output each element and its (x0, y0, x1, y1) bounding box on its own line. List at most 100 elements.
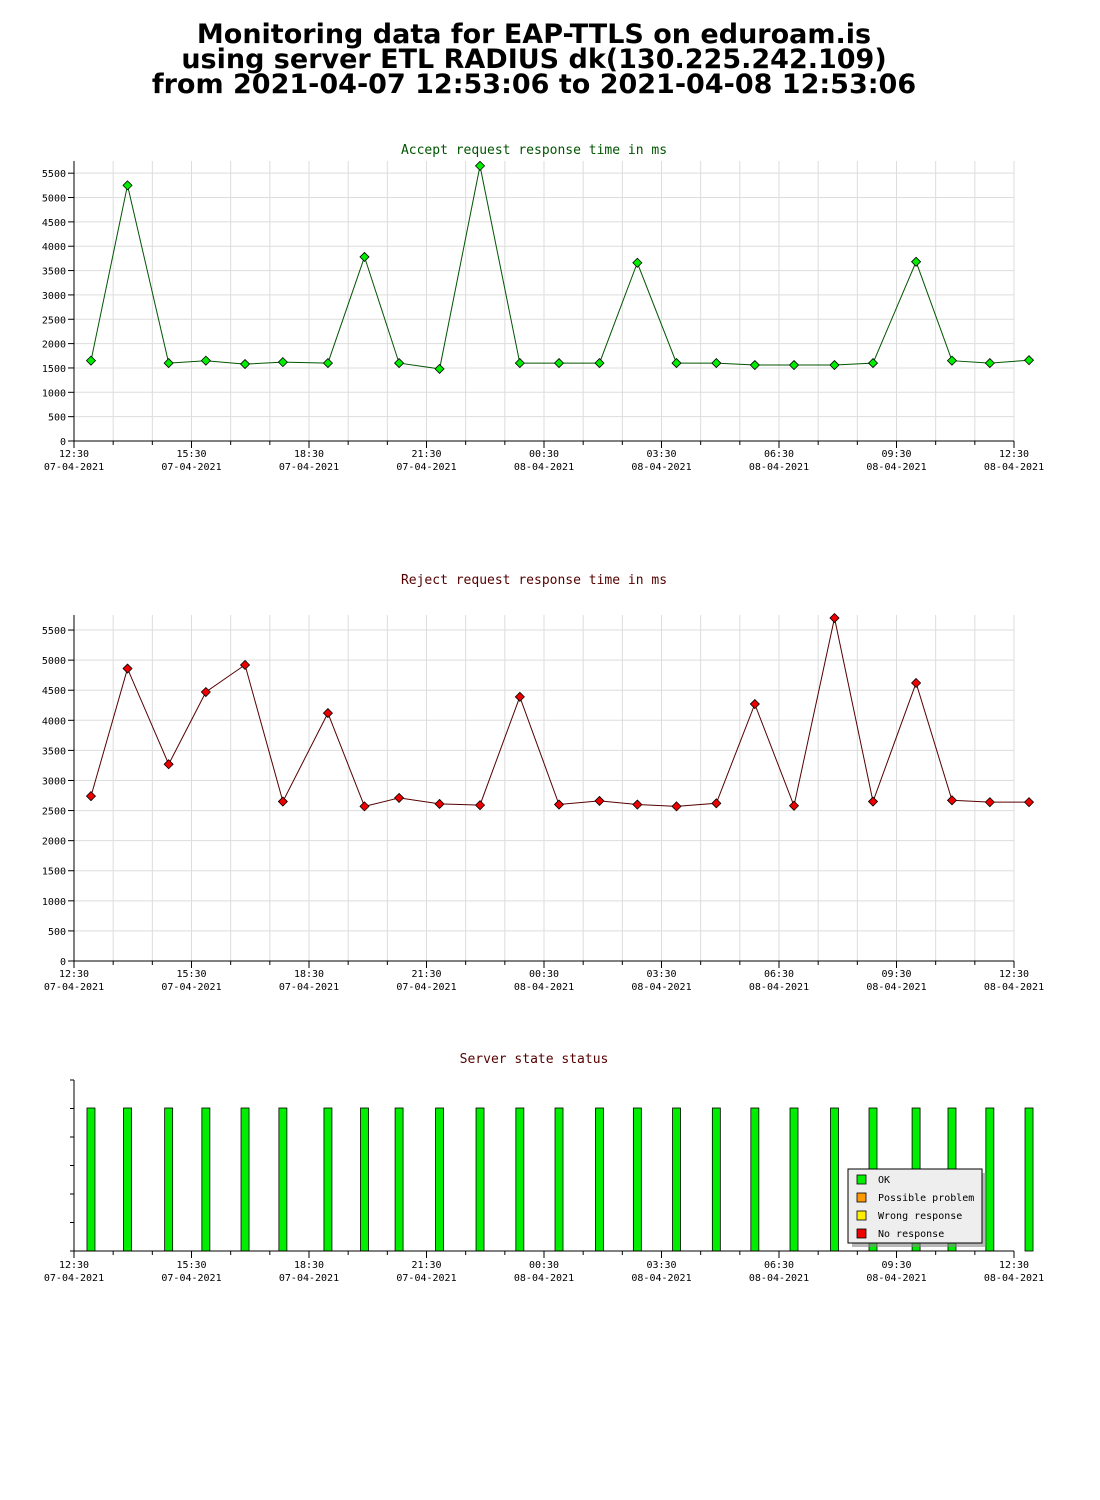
reject-data-point (122, 663, 133, 674)
x-tick-label-date: 08-04-2021 (749, 982, 809, 993)
y-tick-label: 5000 (42, 194, 66, 205)
y-tick-label: 1000 (42, 388, 66, 399)
accept-data-point (553, 358, 565, 369)
accept-chart-title: Accept request response time in ms (401, 143, 667, 158)
title-line-2: using server ETL RADIUS dk(130.225.242.1… (181, 44, 887, 75)
accept-data-point (122, 180, 133, 191)
accept-data-point (200, 355, 211, 366)
x-tick-label-date: 08-04-2021 (984, 1273, 1044, 1284)
x-tick-label-time: 21:30 (411, 969, 441, 980)
status-bar (595, 1107, 604, 1252)
x-tick-label-date: 08-04-2021 (514, 982, 574, 993)
x-tick-label-time: 06:30 (764, 449, 794, 460)
y-tick-label: 3000 (42, 291, 66, 302)
legend-swatch (856, 1210, 867, 1221)
reject-data-point (359, 801, 370, 812)
x-tick-label-date: 07-04-2021 (44, 1273, 104, 1284)
accept-data-point (322, 358, 333, 369)
status-bar (240, 1107, 250, 1252)
status-bar (475, 1107, 485, 1252)
reject-data-point (749, 698, 760, 710)
x-tick-label-time: 12:30 (999, 969, 1029, 980)
accept-data-point (911, 256, 922, 267)
accept-data-point (474, 160, 486, 171)
y-tick-label: 0 (60, 437, 66, 448)
accept-data-point (711, 358, 722, 369)
x-tick-label-date: 08-04-2021 (749, 462, 809, 473)
status-bar (1024, 1107, 1034, 1252)
legend-swatch (856, 1228, 867, 1239)
status-bar (435, 1107, 444, 1252)
accept-response-chart: Accept request response time in ms 0 500 10… (42, 143, 1044, 473)
accept-data-point (867, 358, 879, 369)
status-bar (632, 1107, 642, 1252)
y-tick-label: 3500 (42, 267, 66, 278)
x-tick-label-date: 07-04-2021 (161, 1273, 221, 1284)
reject-data-point (1023, 797, 1035, 808)
y-tick-label: 4000 (42, 242, 66, 253)
status-bar (830, 1107, 839, 1252)
y-tick-label: 5500 (42, 626, 66, 637)
x-tick-label-time: 12:30 (59, 969, 89, 980)
status-bar (394, 1107, 404, 1252)
page-title: Monitoring data for EAP-TTLS on eduroam.… (0, 19, 1068, 100)
accept-data-point (163, 358, 174, 369)
x-tick-label-date: 07-04-2021 (44, 982, 104, 993)
x-tick-label-time: 09:30 (881, 1260, 911, 1271)
x-tick-label-time: 06:30 (764, 1260, 794, 1271)
legend-label: No response (878, 1229, 944, 1240)
accept-data-point (788, 359, 800, 371)
reject-data-point (867, 796, 879, 807)
title-line-3: from 2021-04-07 12:53:06 to 2021-04-08 1… (151, 69, 917, 100)
x-tick-label-date: 08-04-2021 (631, 462, 691, 473)
x-tick-label-date: 07-04-2021 (279, 982, 339, 993)
x-tick-label-date: 08-04-2021 (749, 1273, 809, 1284)
y-tick-label: 4500 (42, 218, 66, 229)
accept-data-point (434, 363, 445, 374)
accept-data-point (829, 359, 840, 371)
status-bar (711, 1107, 721, 1252)
x-tick-label-time: 18:30 (294, 449, 324, 460)
x-tick-label-time: 00:30 (529, 969, 559, 980)
y-tick-label: 3500 (42, 746, 66, 757)
x-tick-label-time: 12:30 (999, 1260, 1029, 1271)
x-tick-label-time: 18:30 (294, 969, 324, 980)
accept-data-point (594, 358, 605, 369)
accept-data-point (277, 357, 288, 368)
x-tick-label-date: 07-04-2021 (279, 462, 339, 473)
x-tick-label-time: 12:30 (999, 449, 1029, 460)
accept-data-point (632, 257, 643, 268)
status-bar (323, 1107, 333, 1252)
reject-data-point (514, 691, 525, 702)
status-bar (360, 1107, 369, 1252)
reject-data-point (946, 795, 958, 806)
x-tick-label-time: 21:30 (411, 1260, 441, 1271)
reject-chart-title: Reject request response time in ms (401, 573, 667, 588)
x-tick-label-date: 08-04-2021 (984, 982, 1044, 993)
reject-data-point (394, 792, 405, 803)
status-bar (985, 1107, 995, 1252)
legend-label: OK (878, 1175, 890, 1186)
y-tick-label: 2500 (42, 315, 66, 326)
reject-data-point (911, 677, 922, 689)
x-tick-label-date: 08-04-2021 (514, 1273, 574, 1284)
reject-response-chart: Reject request response time in ms 0 500 10… (42, 573, 1044, 993)
status-bar (515, 1107, 525, 1252)
status-chart-title: Server state status (460, 1052, 609, 1067)
y-tick-label: 4000 (42, 716, 66, 727)
legend-label: Wrong response (878, 1211, 962, 1222)
title-line-1: Monitoring data for EAP-TTLS on eduroam.… (196, 19, 872, 50)
reject-data-point (163, 759, 174, 770)
accept-data-point (85, 355, 97, 366)
status-bar (672, 1107, 681, 1252)
accept-data-point (671, 358, 682, 369)
y-tick-label: 1500 (42, 364, 66, 375)
status-bar (278, 1107, 288, 1252)
status-bar (86, 1107, 96, 1252)
reject-data-point (788, 800, 800, 811)
x-tick-label-date: 07-04-2021 (161, 982, 221, 993)
legend-swatch (856, 1174, 867, 1185)
accept-data-point (239, 358, 251, 370)
x-tick-label-time: 00:30 (529, 1260, 559, 1271)
reject-data-point (277, 796, 288, 807)
